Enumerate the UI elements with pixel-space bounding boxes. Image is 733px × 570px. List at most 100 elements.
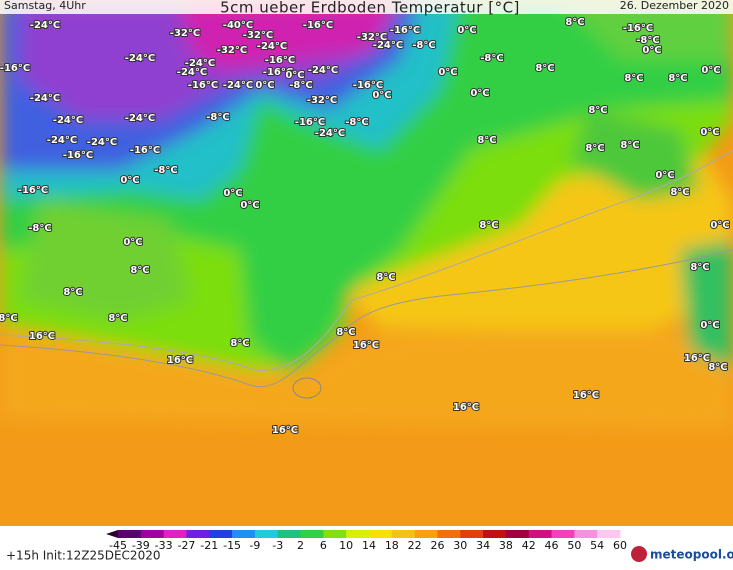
- contour-label: -16°C: [390, 25, 420, 36]
- contour-label: 0°C: [457, 25, 476, 36]
- contour-label: 0°C: [438, 67, 457, 78]
- contour-label: 8°C: [535, 63, 554, 74]
- contour-label: 0°C: [123, 237, 142, 248]
- contour-label: -24°C: [308, 65, 338, 76]
- colorbar-swatch: [460, 530, 484, 538]
- colorbar-swatch: [186, 530, 210, 538]
- logo: meteopool.org: [650, 548, 733, 562]
- contour-label: -16°C: [303, 20, 333, 31]
- colorbar-swatch: [369, 530, 393, 538]
- contour-label: 0°C: [701, 65, 720, 76]
- contour-label: -8°C: [206, 112, 229, 123]
- contour-label: -16°C: [265, 55, 295, 66]
- contour-label: -16°C: [63, 150, 93, 161]
- contour-label: 8°C: [708, 362, 727, 373]
- colorbar-tick-label: 42: [522, 539, 536, 552]
- contour-label: 8°C: [588, 105, 607, 116]
- contour-label: 8°C: [479, 220, 498, 231]
- contour-label: -16°C: [295, 117, 325, 128]
- contour-label: 8°C: [63, 287, 82, 298]
- colorbar-swatch: [209, 530, 233, 538]
- colorbar-tick-label: 22: [408, 539, 422, 552]
- contour-label: 8°C: [477, 135, 496, 146]
- contour-label: -8°C: [480, 53, 503, 64]
- contour-label: -8°C: [28, 223, 51, 234]
- contour-label: 0°C: [223, 188, 242, 199]
- contour-label: 8°C: [565, 17, 584, 28]
- contour-label: 8°C: [376, 272, 395, 283]
- contour-labels: -24°C-32°C-40°C-32°C-16°C-32°C-16°C 0°C8°…: [0, 16, 731, 437]
- logo-icon: [631, 546, 647, 562]
- contour-label: -24°C: [53, 115, 83, 126]
- contour-label: -8°C: [289, 80, 312, 91]
- header-left: Samstag, 4Uhr: [4, 0, 86, 12]
- contour-label: -32°C: [170, 28, 200, 39]
- colorbar-swatch: [140, 530, 165, 538]
- map-field: [0, 0, 733, 526]
- colorbar-tick-label: 54: [590, 539, 604, 552]
- colorbar-tick-label: 30: [453, 539, 467, 552]
- contour-label: -8°C: [412, 40, 435, 51]
- colorbar-tick-label: -27: [177, 539, 195, 552]
- colorbar-swatch: [277, 530, 302, 538]
- colorbar-swatch: [574, 530, 598, 538]
- header-bar: [0, 0, 733, 14]
- contour-label: -16°C: [263, 67, 293, 78]
- contour-label: -24°C: [177, 67, 207, 78]
- colorbar-tick-label: -15: [223, 539, 241, 552]
- colorbar-tick-label: -33: [155, 539, 173, 552]
- colorbar-swatch: [323, 530, 347, 538]
- contour-label: -24°C: [125, 53, 155, 64]
- contour-label: 0°C: [372, 90, 391, 101]
- contour-label: -40°C: [223, 20, 253, 31]
- contour-label: 8°C: [0, 313, 18, 324]
- header-right: 26. Dezember 2020: [620, 0, 729, 12]
- contour-label: 8°C: [620, 140, 639, 151]
- contour-label: -24°C: [373, 40, 403, 51]
- contour-label: -24°C: [47, 135, 77, 146]
- colorbar-tick-label: 2: [297, 539, 304, 552]
- colorbar-swatch: [437, 530, 461, 538]
- contour-label: 0°C: [710, 220, 729, 231]
- colorbar-swatch: [232, 530, 256, 538]
- colorbar-swatch: [483, 530, 507, 538]
- colorbar-swatch: [391, 530, 416, 538]
- colorbar-tick-label: 10: [339, 539, 353, 552]
- colorbar-tick-label: 34: [476, 539, 490, 552]
- contour-label: 8°C: [230, 338, 249, 349]
- contour-label: 0°C: [240, 200, 259, 211]
- contour-label: 0°C: [470, 88, 489, 99]
- colorbar-swatch: [551, 530, 575, 538]
- footer-left: +15h Init:12Z25DEC2020: [6, 549, 160, 563]
- colorbar-tick-label: -21: [200, 539, 218, 552]
- colorbar-tick-label: 14: [362, 539, 376, 552]
- contour-label: 8°C: [108, 313, 127, 324]
- contour-label: -16°C: [18, 185, 48, 196]
- contour-label: -8°C: [154, 165, 177, 176]
- contour-label: 0°C: [285, 70, 304, 81]
- colorbar: -45 -39 -33 -27 -21 -15 -9 -3 2 6 10 14 18 22 26 30 34 38…: [106, 530, 627, 552]
- contour-label: 8°C: [624, 73, 643, 84]
- contour-label: -24°C: [30, 93, 60, 104]
- colorbar-tick-label: 50: [567, 539, 581, 552]
- colorbar-tick-label: 26: [430, 539, 444, 552]
- contour-label: 0°C: [655, 170, 674, 181]
- colorbar-tick-label: 60: [613, 539, 627, 552]
- colorbar-swatch: [346, 530, 370, 538]
- contour-label: 16°C: [167, 355, 193, 366]
- colorbar-swatch: [528, 530, 553, 538]
- contour-label: -16°C: [188, 80, 218, 91]
- contour-label: 8°C: [690, 262, 709, 273]
- contour-label: -16°C: [130, 145, 160, 156]
- colorbar-swatch: [505, 530, 530, 538]
- colorbar-tick-label: 18: [385, 539, 399, 552]
- colorbar-tick-label: 38: [499, 539, 513, 552]
- contour-label: -32°C: [243, 30, 273, 41]
- colorbar-tick-label: -39: [132, 539, 150, 552]
- contour-label: -24°C: [223, 80, 253, 91]
- contour-label: -16°C: [0, 63, 30, 74]
- contour-label: 0°C: [255, 80, 274, 91]
- contour-label: 16°C: [353, 340, 379, 351]
